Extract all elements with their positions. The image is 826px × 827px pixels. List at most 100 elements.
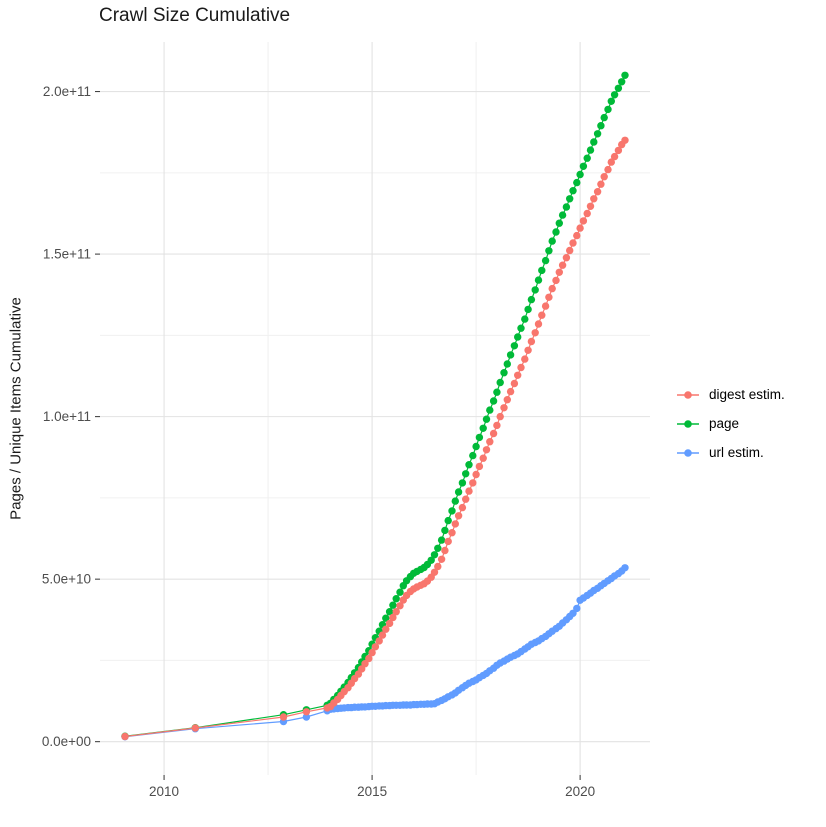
data-point <box>558 211 567 219</box>
data-point <box>441 526 449 535</box>
data-point <box>506 387 515 396</box>
data-point <box>538 311 546 319</box>
data-point <box>610 91 619 99</box>
data-point <box>462 470 470 478</box>
data-point <box>541 256 550 265</box>
data-point <box>465 461 473 469</box>
data-point <box>427 556 435 564</box>
data-point <box>604 165 612 174</box>
data-point <box>590 138 598 146</box>
data-point <box>472 470 480 479</box>
y-axis-title: Pages / Unique Items Cumulative <box>7 297 25 520</box>
data-point <box>475 433 484 442</box>
data-point <box>600 113 608 122</box>
data-point <box>475 462 484 471</box>
data-point <box>569 239 577 247</box>
data-point <box>434 544 442 552</box>
data-point <box>555 219 563 227</box>
data-point <box>558 261 567 269</box>
data-point <box>392 595 400 603</box>
data-point <box>486 406 494 414</box>
data-point <box>579 162 588 170</box>
data-point <box>389 601 397 609</box>
data-point <box>444 516 452 525</box>
data-point <box>600 173 608 181</box>
data-point <box>527 337 536 346</box>
data-point <box>472 442 480 451</box>
data-point <box>618 78 626 86</box>
legend-key-digest-icon <box>677 390 699 399</box>
legend-item-digest-estim: digest estim. <box>676 380 785 409</box>
data-point <box>607 158 615 166</box>
y-tick-label: 1.0e+11 <box>43 409 91 424</box>
data-point <box>500 369 508 377</box>
legend: digest estim. page url estim. <box>676 380 785 467</box>
data-point <box>607 97 615 106</box>
data-point <box>541 302 550 310</box>
data-point <box>482 446 491 454</box>
data-point <box>510 379 519 388</box>
data-point <box>534 276 543 284</box>
data-point <box>524 305 532 314</box>
data-point <box>469 479 477 487</box>
data-point <box>531 286 539 294</box>
data-point <box>451 520 459 528</box>
data-point <box>583 154 591 162</box>
gridlines <box>100 42 650 775</box>
data-point <box>385 608 394 616</box>
legend-label-digest-estim: digest estim. <box>709 387 785 402</box>
chart-title: Crawl Size Cumulative <box>99 5 291 26</box>
data-point <box>562 254 571 262</box>
data-point <box>545 247 553 255</box>
data-point <box>462 495 470 503</box>
data-point <box>576 170 584 179</box>
data-point <box>454 512 463 520</box>
data-point <box>562 203 571 211</box>
data-point <box>521 315 529 323</box>
data-point <box>496 412 504 421</box>
data-point <box>517 363 525 372</box>
data-point <box>489 397 498 405</box>
data-point <box>552 228 560 236</box>
data-point <box>614 146 623 155</box>
series-url-estim- <box>121 564 629 741</box>
data-point <box>389 613 397 622</box>
data-point <box>621 564 629 572</box>
data-point <box>514 333 522 341</box>
data-point <box>590 195 598 203</box>
data-point <box>517 324 525 332</box>
data-point <box>604 105 612 114</box>
data-point <box>444 537 452 546</box>
data-point <box>392 608 400 616</box>
data-point <box>555 268 563 276</box>
data-point <box>365 654 373 663</box>
data-point <box>593 130 602 138</box>
data-point <box>458 503 467 512</box>
data-point <box>493 388 501 396</box>
data-point <box>434 562 442 571</box>
data-point <box>465 487 473 495</box>
data-point <box>573 178 581 187</box>
data-point <box>302 713 311 721</box>
y-tick-label: 5.0e+10 <box>42 572 91 587</box>
data-point <box>469 451 477 460</box>
data-point <box>479 424 487 432</box>
data-point <box>441 546 449 555</box>
series-digest-estim- <box>121 136 629 741</box>
legend-key-url-icon <box>677 448 699 457</box>
data-point <box>569 187 577 195</box>
data-point <box>375 637 383 645</box>
legend-item-page: page <box>676 409 785 438</box>
data-point <box>454 488 463 496</box>
data-point <box>514 371 522 379</box>
data-point <box>566 246 574 255</box>
data-point <box>279 713 288 721</box>
legend-label-page: page <box>709 416 740 431</box>
data-point <box>385 619 394 628</box>
data-point <box>302 708 311 716</box>
x-tick-label: 2020 <box>565 784 595 799</box>
data-point <box>489 429 498 438</box>
data-point <box>548 237 556 245</box>
